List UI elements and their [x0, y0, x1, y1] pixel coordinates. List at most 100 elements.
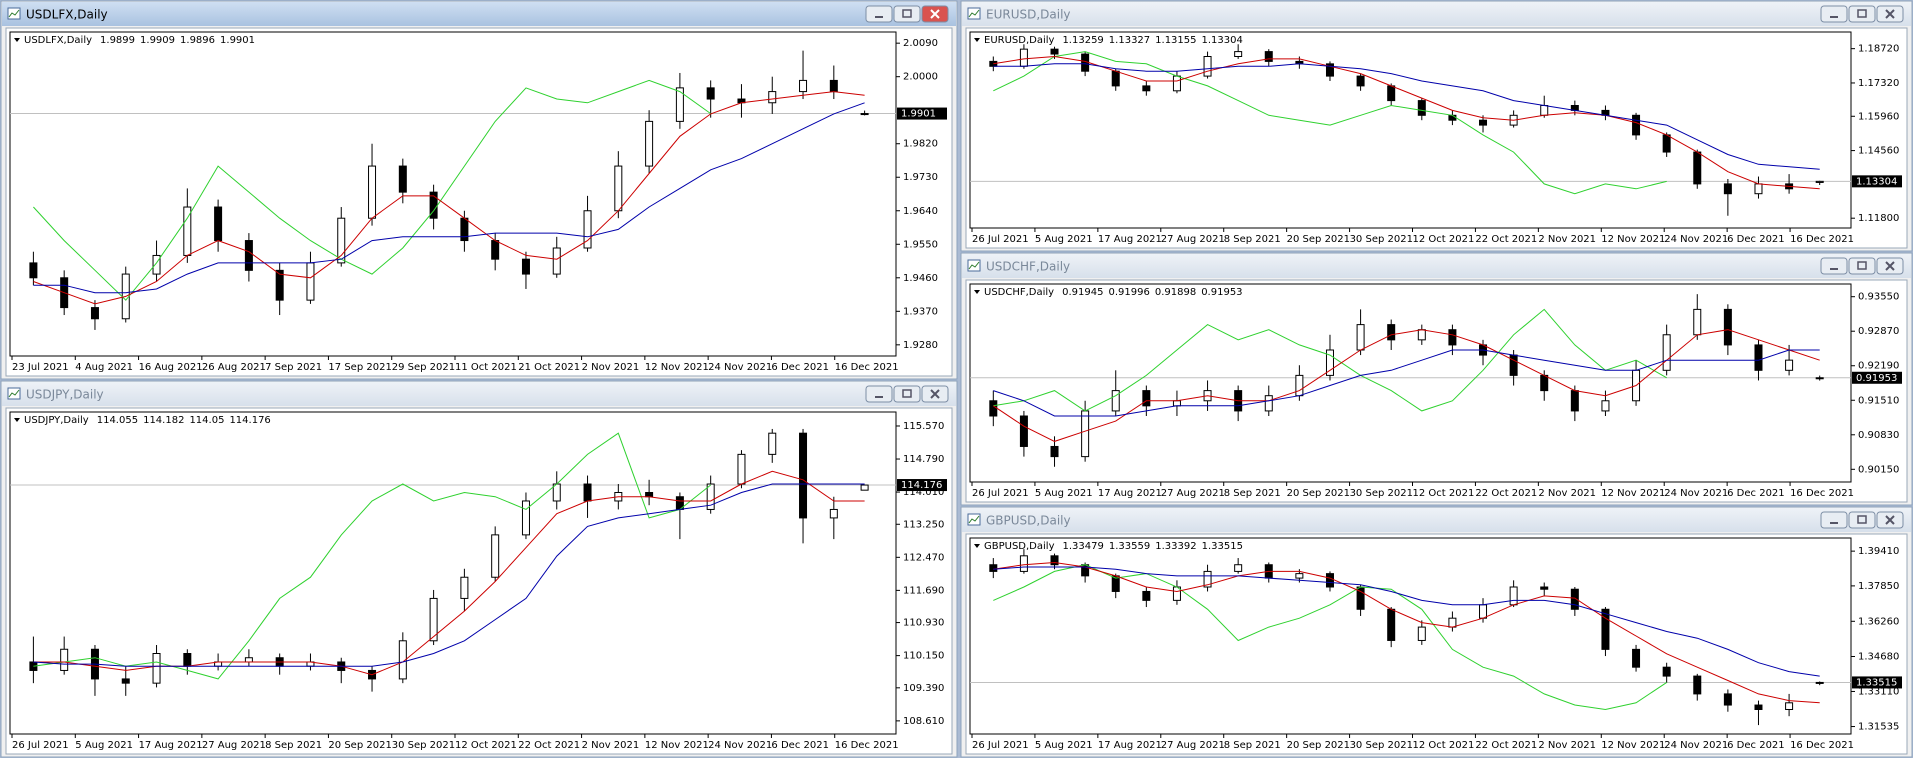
- x-tick-label: 20 Sep 2021: [1287, 488, 1350, 499]
- y-tick-label: 1.17320: [1858, 78, 1899, 89]
- x-tick-label: 12 Nov 2021: [645, 362, 709, 373]
- x-tick-label: 24 Nov 2021: [708, 740, 772, 751]
- minimize-button[interactable]: [1820, 257, 1848, 275]
- minimize-button[interactable]: [1820, 5, 1848, 23]
- plot-frame: [9, 31, 897, 357]
- x-tick-label: 21 Oct 2021: [518, 362, 580, 373]
- x-tick-label: 12 Oct 2021: [455, 740, 517, 751]
- y-tick-label: 114.010: [903, 487, 944, 498]
- plot-frame: [969, 31, 1852, 229]
- x-tick-label: 16 Dec 2021: [835, 362, 899, 373]
- minimize-button[interactable]: [865, 385, 893, 403]
- title-bar: [2, 382, 956, 406]
- header-value: 1.13259: [1062, 35, 1103, 46]
- maximize-button[interactable]: [893, 385, 921, 403]
- minimize-button[interactable]: [865, 5, 893, 23]
- x-tick-label: 2 Nov 2021: [1538, 488, 1596, 499]
- y-tick-label: 1.9550: [903, 239, 938, 250]
- candle-body: [1479, 119, 1488, 126]
- window-title: GBPUSD,Daily: [986, 514, 1071, 528]
- indicator-line: [993, 349, 1820, 417]
- candle-body: [1540, 586, 1549, 590]
- button-icon: [1885, 261, 1895, 271]
- price-label-box: [1852, 371, 1902, 384]
- x-tick-label: 2 Nov 2021: [1538, 234, 1596, 245]
- candle-body: [1203, 570, 1212, 588]
- candle-body: [1417, 626, 1426, 641]
- minimize-button[interactable]: [1820, 511, 1848, 529]
- candle-body: [1234, 564, 1243, 572]
- candle-body: [552, 247, 561, 275]
- x-tick-label: 27 Aug 2021: [1161, 488, 1225, 499]
- candle-body: [1234, 51, 1243, 57]
- candle-body: [1264, 51, 1273, 62]
- button-icon: [930, 9, 940, 19]
- y-tick-label: 108.610: [903, 716, 944, 727]
- header-value: GBPUSD,Daily: [984, 541, 1055, 552]
- candle-body: [1019, 415, 1028, 447]
- x-tick-label: 17 Aug 2021: [1098, 234, 1162, 245]
- x-tick-label: 8 Sep 2021: [1224, 234, 1281, 245]
- x-tick-label: 12 Nov 2021: [645, 740, 709, 751]
- window-title: USDJPY,Daily: [26, 388, 104, 402]
- y-tick-label: 1.9370: [903, 306, 938, 317]
- candle-body: [306, 262, 315, 301]
- header-arrow: [14, 418, 20, 422]
- candle-body: [368, 165, 377, 219]
- candle-body: [460, 576, 469, 599]
- header-value: 1.9901: [220, 35, 255, 46]
- price-label: 1.33515: [1856, 677, 1897, 688]
- y-tick-label: 1.33110: [1858, 686, 1899, 697]
- header-value: 0.91898: [1155, 287, 1196, 298]
- y-tick-label: 1.31535: [1858, 722, 1899, 733]
- chart-header: EURUSD,Daily 1.13259 1.13327 1.13155 1.13304: [984, 35, 1243, 46]
- x-tick-label: 22 Oct 2021: [1475, 488, 1537, 499]
- x-tick-label: 5 Aug 2021: [75, 740, 133, 751]
- maximize-button[interactable]: [1848, 511, 1876, 529]
- plot-frame: [9, 411, 897, 735]
- x-tick-label: 5 Aug 2021: [1035, 488, 1093, 499]
- x-tick-label: 22 Oct 2021: [1475, 740, 1537, 751]
- candle-body: [1111, 390, 1120, 412]
- x-tick-label: 24 Nov 2021: [1664, 740, 1728, 751]
- candle-body: [152, 653, 161, 684]
- candle-body: [1172, 400, 1181, 407]
- candle-body: [398, 165, 407, 193]
- x-tick-label: 20 Sep 2021: [1287, 740, 1350, 751]
- candle-body: [1356, 75, 1365, 87]
- candle-body: [1387, 85, 1396, 102]
- candle-body: [1601, 400, 1610, 412]
- y-tick-label: 1.9640: [903, 206, 938, 217]
- header-value: 0.91953: [1201, 287, 1242, 298]
- candle-body: [1142, 590, 1151, 601]
- maximize-button[interactable]: [1848, 257, 1876, 275]
- chart-header: GBPUSD,Daily 1.33479 1.33559 1.33392 1.33515: [984, 541, 1243, 552]
- button-icon: [1885, 9, 1895, 19]
- candle-body: [1387, 324, 1396, 341]
- chart-area: [5, 407, 953, 755]
- candle-body: [1325, 349, 1334, 376]
- x-tick-label: 30 Sep 2021: [1350, 488, 1413, 499]
- candle-body: [521, 258, 530, 275]
- header-value: 114.055: [97, 415, 138, 426]
- y-tick-label: 1.9460: [903, 273, 938, 284]
- indicator-line: [993, 564, 1667, 711]
- x-tick-label: 16 Dec 2021: [1790, 740, 1854, 751]
- x-tick-label: 17 Aug 2021: [1098, 488, 1162, 499]
- y-tick-label: 1.9820: [903, 139, 938, 150]
- chart-area: [965, 27, 1908, 249]
- price-label: 1.13304: [1856, 176, 1897, 187]
- candle-body: [768, 432, 777, 455]
- window-icon: [7, 7, 21, 20]
- window-icon: [8, 9, 20, 18]
- y-tick-label: 0.90830: [1858, 430, 1899, 441]
- x-tick-label: 12 Oct 2021: [1413, 740, 1475, 751]
- chart-window: EURUSD,Daily 1.18720 1.17320 1.15960 1.14560…: [960, 0, 1913, 252]
- maximize-button[interactable]: [1848, 5, 1876, 23]
- x-tick-label: 26 Aug 2021: [202, 362, 266, 373]
- button-icon: [1857, 515, 1867, 524]
- x-tick-label: 27 Aug 2021: [1161, 740, 1225, 751]
- y-tick-label: 1.37850: [1858, 581, 1899, 592]
- maximize-button[interactable]: [893, 5, 921, 23]
- y-tick-label: 0.90150: [1858, 464, 1899, 475]
